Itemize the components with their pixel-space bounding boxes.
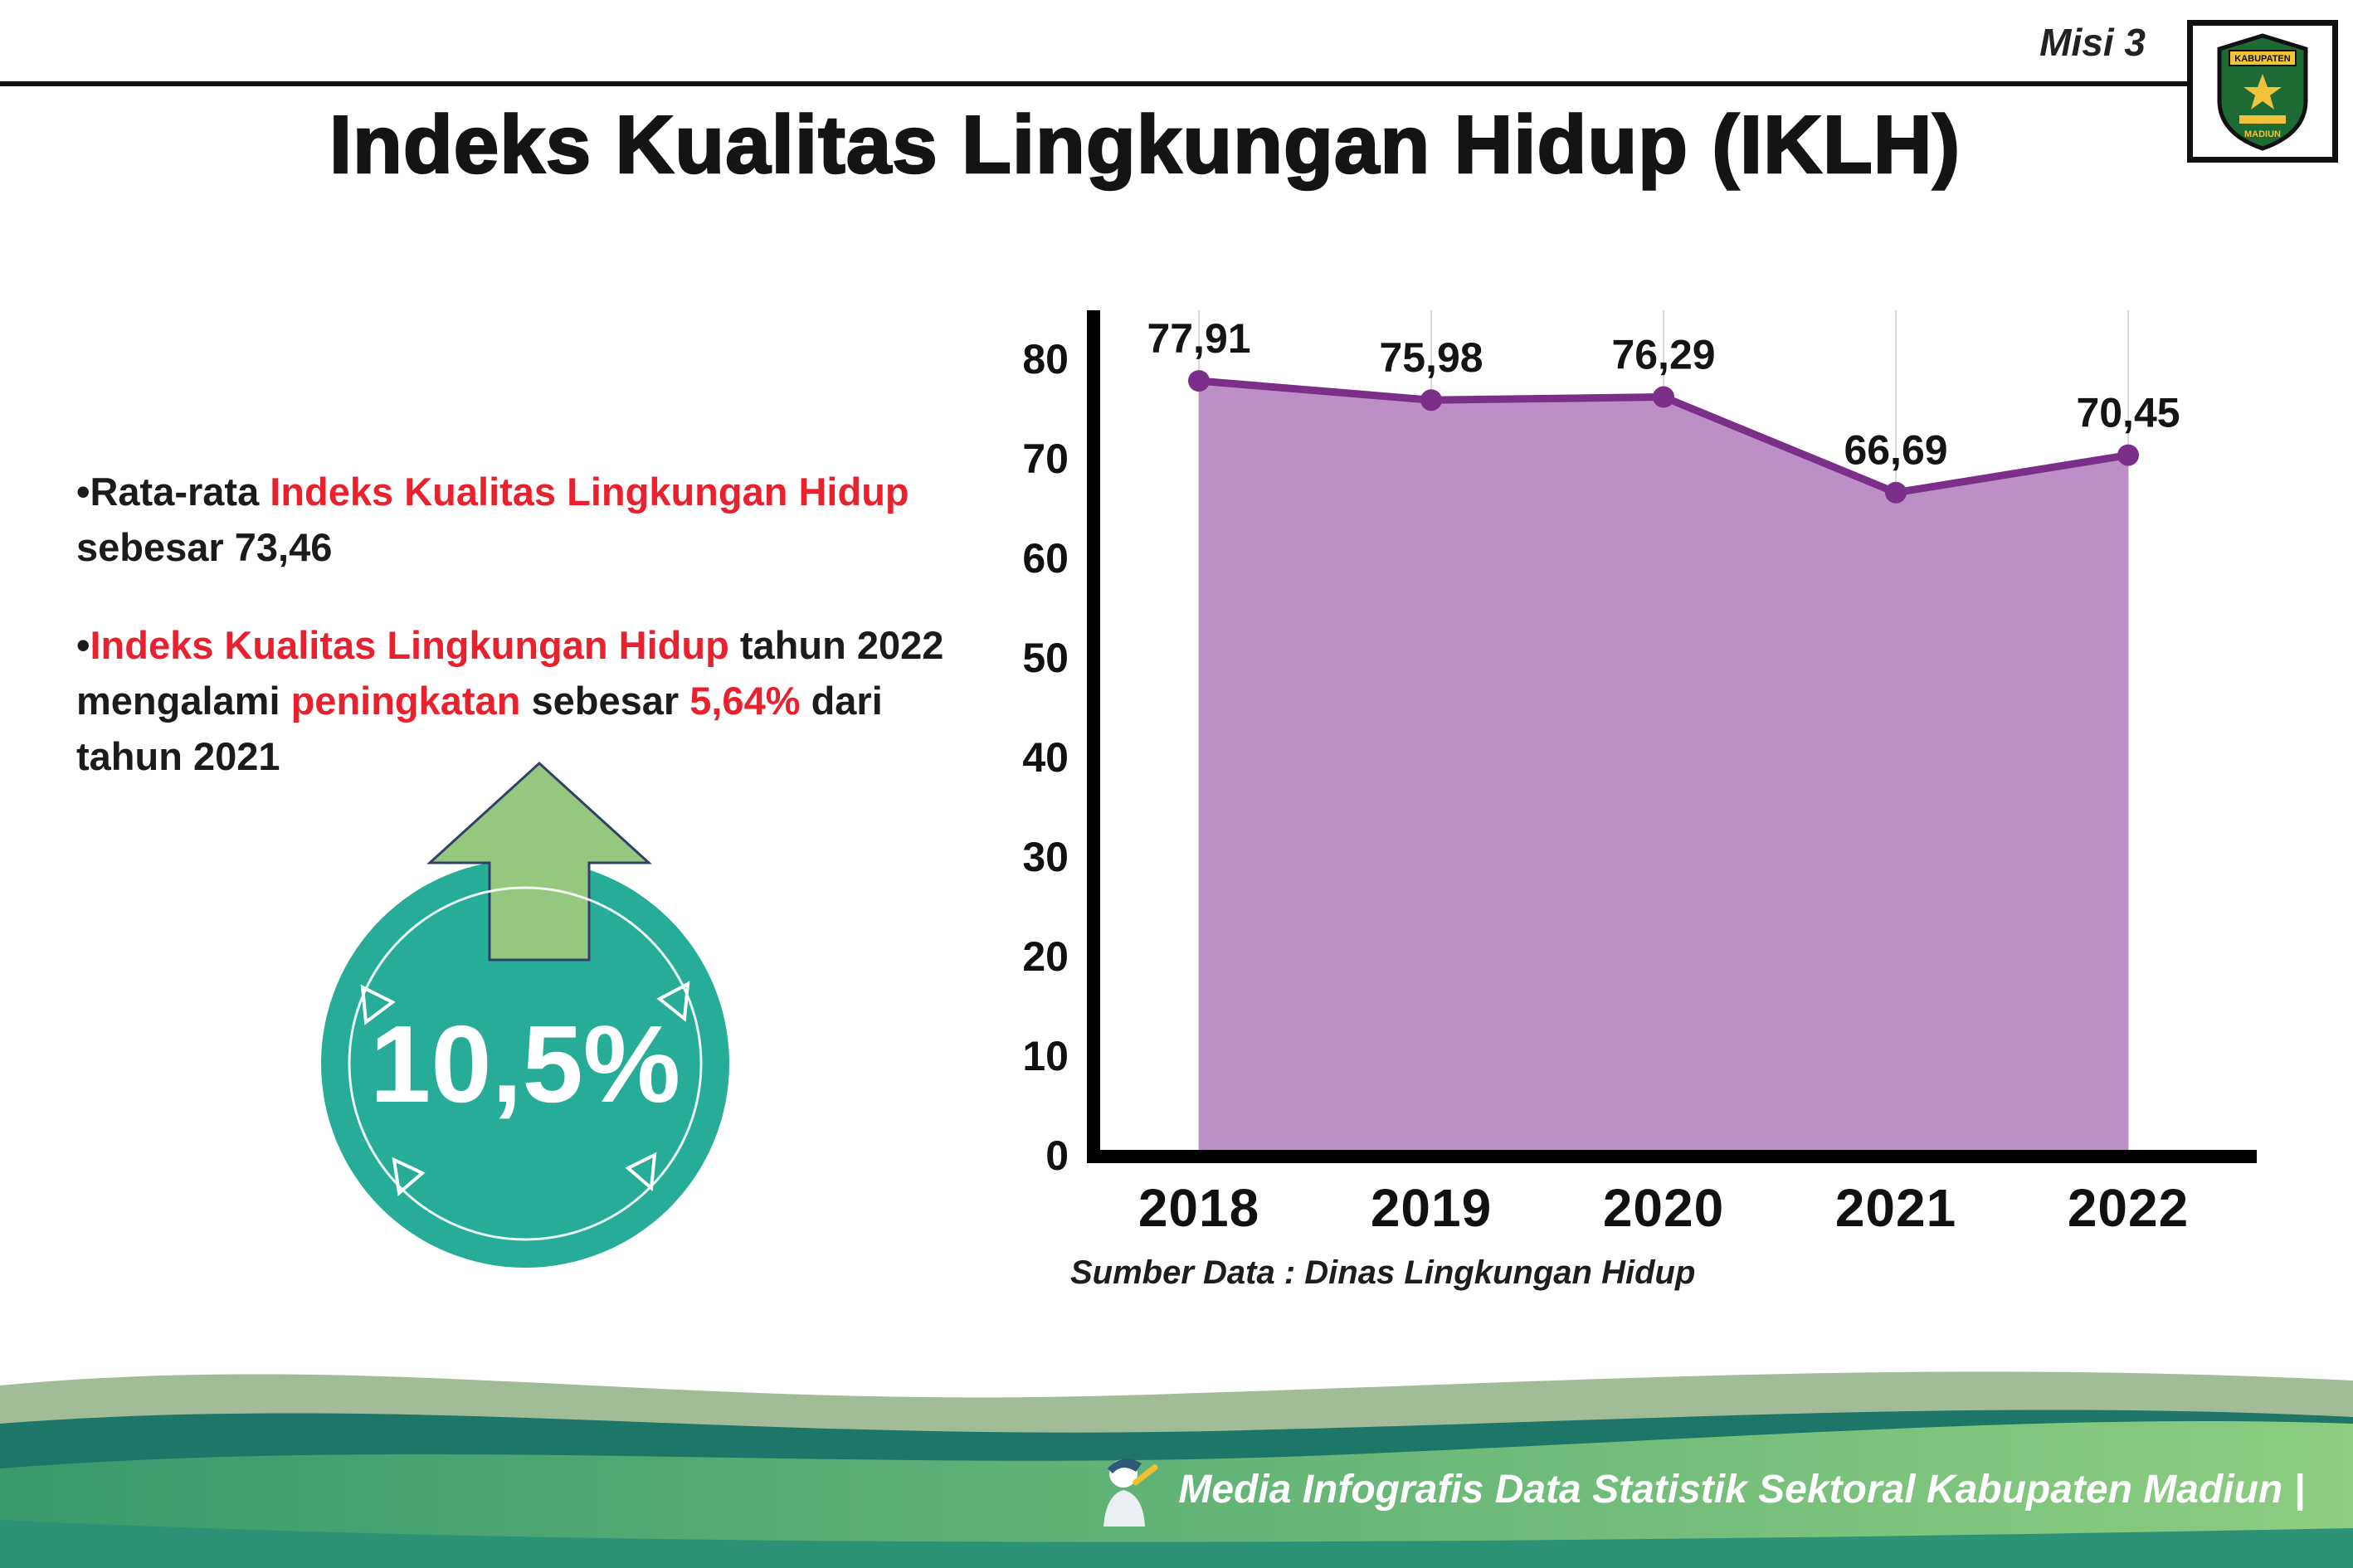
misi-label: Misi 3 [2039, 21, 2146, 64]
triangle-decoration [392, 1157, 426, 1196]
footer-credit: Media Infografis Data Statistik Sektoral… [1178, 1467, 2305, 1512]
insight-increase-highlight3: 5,64% [689, 679, 801, 723]
y-axis [1087, 310, 1100, 1163]
bullet-marker: • [76, 470, 90, 514]
data-point [1188, 370, 1210, 392]
x-tick-label: 2022 [2068, 1178, 2189, 1238]
data-point [1653, 386, 1674, 408]
iklh-area-chart: 0 10 20 30 40 50 60 70 80 77,91 75,98 76,29 66,69 70,… [1022, 310, 2257, 1238]
insight-average-highlight: Indeks Kualitas Lingkungan Hidup [270, 470, 909, 514]
data-point [1420, 389, 1442, 411]
y-tick-label: 60 [1022, 535, 1069, 582]
x-axis [1087, 1150, 2257, 1163]
y-tick-label: 50 [1022, 635, 1069, 681]
triangle-decoration [656, 981, 690, 1022]
data-point [1885, 481, 1907, 504]
footer-credit-row: Media Infografis Data Statistik Sektoral… [1090, 1450, 2305, 1528]
insight-list: •Rata-rata Indeks Kualitas Lingkungan Hi… [76, 465, 972, 828]
y-tick-label: 70 [1022, 436, 1069, 482]
triangle-decoration [360, 984, 396, 1025]
shield-icon: KABUPATEN MADIUN [2217, 33, 2308, 151]
badge-circle [321, 859, 729, 1268]
bullet-marker: • [76, 623, 90, 668]
writer-icon [1103, 1458, 1158, 1527]
data-point [2117, 444, 2139, 466]
point-value-label: 76,29 [1611, 332, 1715, 378]
y-tick-label: 30 [1022, 834, 1069, 880]
point-value-label: 70,45 [2076, 390, 2180, 436]
svg-text:MADIUN: MADIUN [2244, 129, 2281, 139]
kabupaten-madiun-logo: KABUPATEN MADIUN [2187, 20, 2338, 163]
badge-value: 10,5% [370, 1003, 680, 1125]
up-arrow-icon [426, 761, 652, 962]
insight-increase-text1: tahun 2022 mengalami [76, 623, 944, 723]
triangle-decoration [625, 1152, 657, 1192]
page-title: Indeks Kualitas Lingkungan Hidup (IKLH) [329, 98, 1961, 192]
insight-increase: •Indeks Kualitas Lingkungan Hidup tahun … [76, 618, 972, 784]
insight-average-suffix: sebesar 73,46 [76, 524, 333, 569]
data-source-label: Sumber Data : Dinas Lingkungan Hidup [1070, 1254, 1696, 1291]
x-tick-label: 2021 [1835, 1178, 1956, 1238]
point-value-label: 75,98 [1379, 334, 1483, 381]
top-divider [0, 81, 2199, 86]
y-tick-label: 0 [1045, 1132, 1069, 1179]
x-tick-label: 2018 [1138, 1178, 1259, 1238]
x-tick-label: 2019 [1371, 1178, 1492, 1238]
point-value-label: 77,91 [1147, 315, 1250, 362]
insight-increase-highlight1: Indeks Kualitas Lingkungan Hidup [90, 623, 729, 668]
point-value-label: 66,69 [1844, 427, 1947, 474]
badge-graphic: 10,5% [321, 761, 729, 1268]
x-tick-label: 2020 [1603, 1178, 1724, 1238]
y-tick-label: 10 [1022, 1033, 1069, 1079]
iklh-chart: 0 10 20 30 40 50 60 70 80 77,91 75,98 76,29 66,69 70,… [1021, 274, 2265, 1265]
insight-average: •Rata-rata Indeks Kualitas Lingkungan Hi… [76, 465, 972, 575]
insight-increase-highlight2: peningkatan [290, 679, 521, 723]
area-fill [1199, 381, 2128, 1155]
y-tick-label: 40 [1022, 734, 1069, 781]
badge-ring [348, 886, 703, 1241]
footer-wave [0, 1371, 2353, 1568]
insight-increase-text2: sebesar [520, 679, 690, 723]
insight-increase-text3: dari tahun 2021 [76, 679, 883, 778]
insight-average-prefix: Rata-rata [90, 470, 270, 514]
y-tick-label: 20 [1022, 933, 1069, 980]
y-tick-label: 80 [1022, 336, 1069, 382]
increase-badge: 10,5% [311, 738, 751, 1290]
svg-text:KABUPATEN: KABUPATEN [2234, 54, 2290, 64]
